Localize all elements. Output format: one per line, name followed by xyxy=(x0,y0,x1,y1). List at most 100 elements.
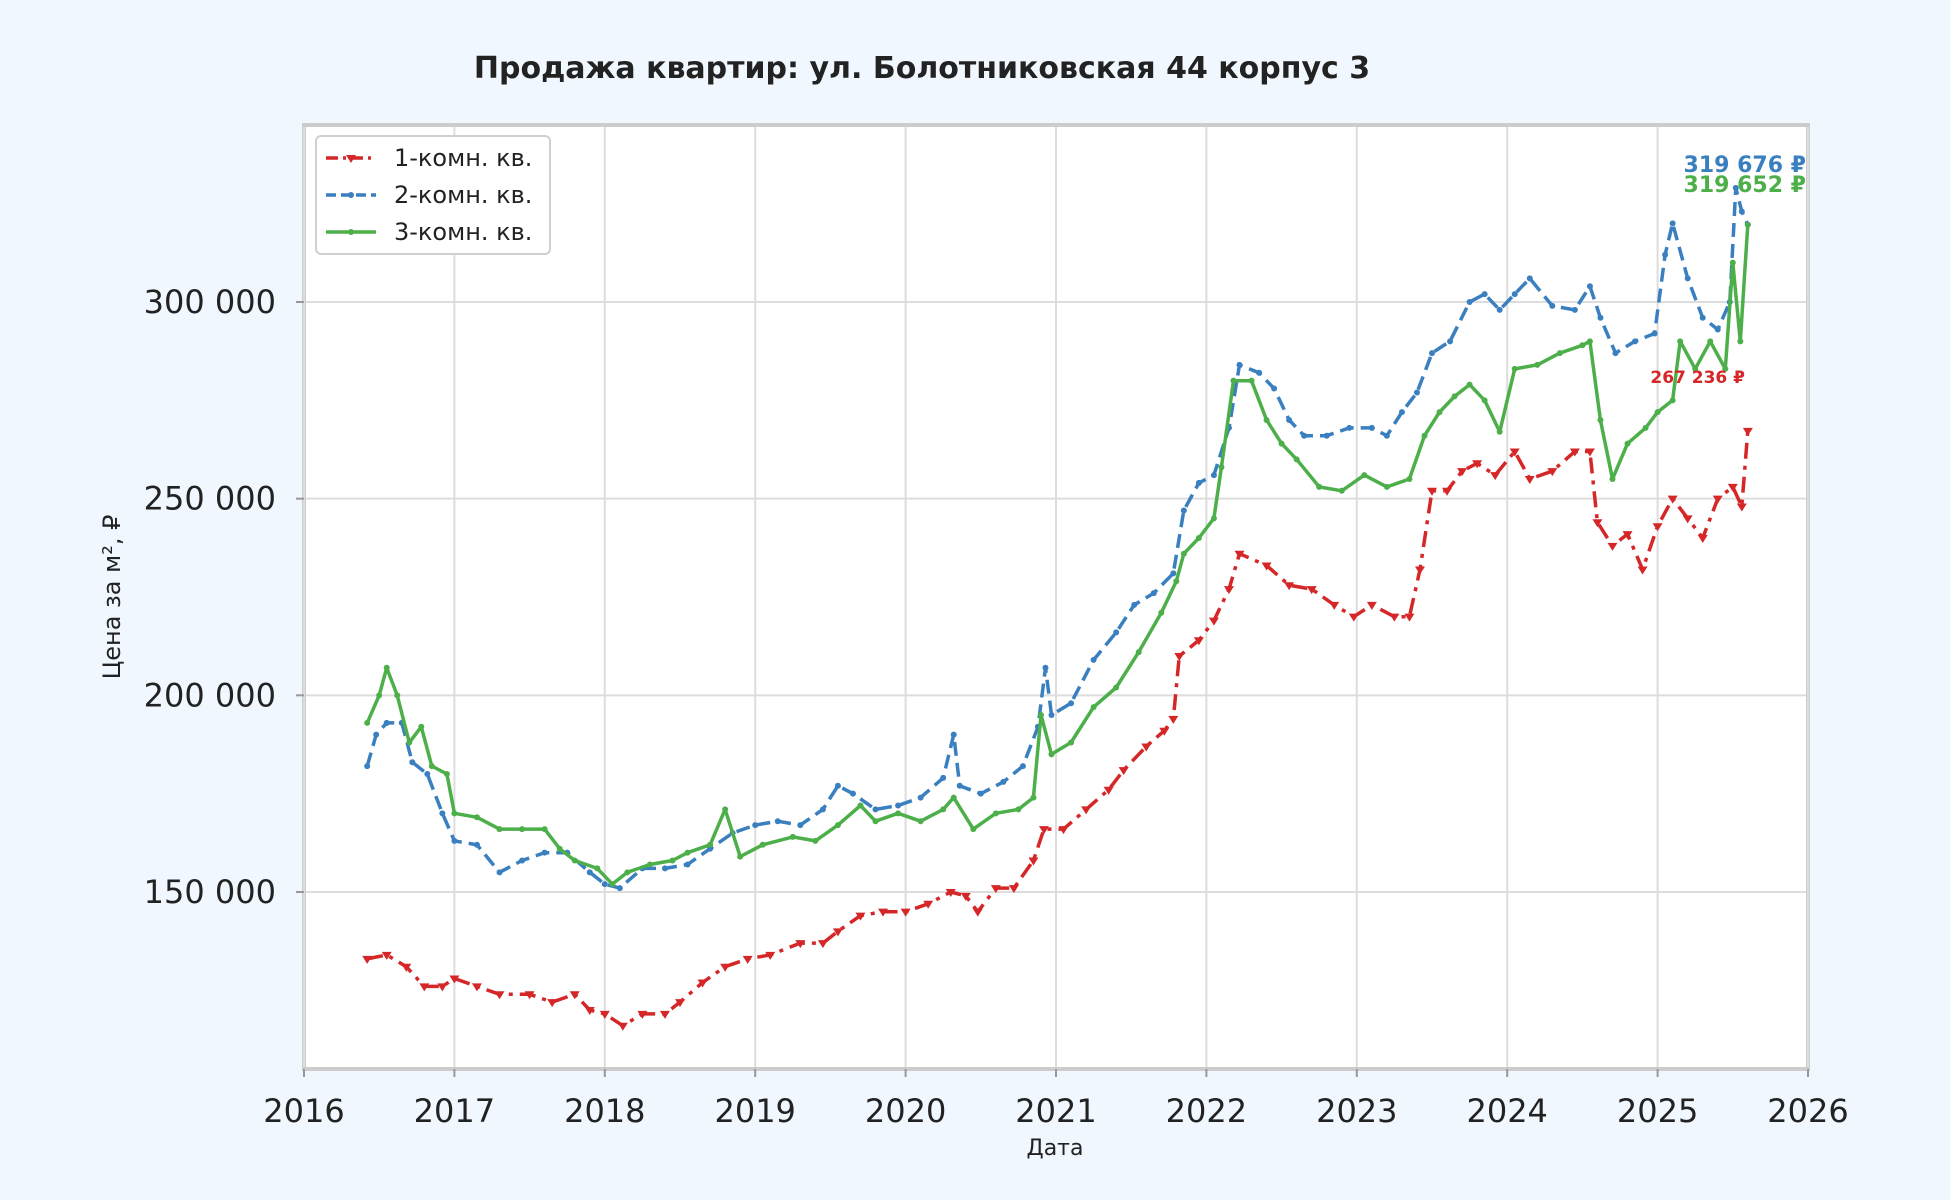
data-point xyxy=(1511,365,1518,372)
data-point xyxy=(1662,251,1669,258)
legend-marker xyxy=(346,155,356,163)
data-point xyxy=(923,900,934,909)
data-point xyxy=(950,794,957,801)
y-axis-label: Цена за м², ₽ xyxy=(98,515,126,680)
data-point xyxy=(1652,523,1663,532)
legend-marker xyxy=(348,229,354,235)
data-point xyxy=(1526,275,1533,282)
data-point xyxy=(1692,365,1699,372)
data-point xyxy=(547,999,558,1008)
data-point xyxy=(1744,221,1751,228)
data-point xyxy=(1404,613,1415,622)
data-point xyxy=(1208,617,1219,626)
data-point xyxy=(1019,763,1026,770)
data-point xyxy=(1632,338,1639,345)
legend: 1-комн. кв. 2-комн. кв. 3-комн. кв. xyxy=(315,135,551,255)
data-point xyxy=(1586,338,1593,345)
data-point xyxy=(878,908,889,917)
data-point xyxy=(659,1010,670,1019)
data-point xyxy=(1195,535,1202,541)
data-point xyxy=(1366,601,1377,610)
data-point xyxy=(1451,393,1458,400)
data-point xyxy=(819,806,826,813)
data-point xyxy=(1414,566,1425,575)
y-tick-label: 150 000 xyxy=(144,873,276,911)
legend-label: 2-комн. кв. xyxy=(394,181,532,209)
data-point xyxy=(519,826,526,833)
data-point xyxy=(1697,535,1708,543)
data-point xyxy=(519,857,526,864)
data-point xyxy=(1684,275,1691,282)
end-labels: 267 236 ₽ 319 676 ₽319 652 ₽ xyxy=(1650,153,1806,388)
data-point xyxy=(992,810,999,817)
data-point xyxy=(1389,613,1400,622)
data-point xyxy=(1667,495,1678,504)
data-point xyxy=(849,790,856,797)
data-point xyxy=(1624,440,1631,447)
data-point xyxy=(1597,417,1604,423)
data-point xyxy=(381,951,392,960)
series-group xyxy=(362,184,1753,1031)
data-point xyxy=(917,794,924,801)
data-point xyxy=(496,869,503,876)
data-point xyxy=(900,908,911,917)
data-point xyxy=(1008,885,1019,894)
data-point xyxy=(1284,582,1295,591)
data-point xyxy=(1361,472,1368,479)
data-point xyxy=(584,1007,595,1015)
data-point xyxy=(1210,515,1217,522)
data-point xyxy=(1642,424,1649,431)
data-point xyxy=(1383,483,1390,490)
y-tick-label: 200 000 xyxy=(144,676,276,714)
data-point xyxy=(1223,586,1234,595)
data-point xyxy=(669,857,676,864)
data-point xyxy=(872,818,879,825)
legend-item: 1-комн. кв. xyxy=(326,144,532,172)
data-point xyxy=(1286,417,1293,423)
data-point xyxy=(759,841,766,848)
data-point xyxy=(795,940,806,949)
data-point xyxy=(707,841,714,848)
data-point xyxy=(451,837,458,844)
data-point xyxy=(1090,656,1097,663)
data-point xyxy=(895,802,902,809)
data-point xyxy=(1609,476,1616,482)
series-2 xyxy=(364,184,1751,892)
series-line xyxy=(365,186,1750,890)
data-point xyxy=(424,771,431,777)
data-point xyxy=(1571,306,1578,313)
data-point xyxy=(599,1010,610,1019)
data-point xyxy=(451,810,458,817)
data-point xyxy=(1193,637,1204,646)
data-point xyxy=(1210,472,1217,479)
data-point xyxy=(1549,302,1556,309)
data-point xyxy=(646,861,653,868)
data-point xyxy=(1472,460,1483,469)
x-tick-label: 2024 xyxy=(1466,1092,1547,1130)
y-axis: 150 000 200 000 250 000 300 000 xyxy=(144,283,304,911)
data-point xyxy=(1141,743,1152,752)
data-point xyxy=(1524,476,1535,484)
x-tick-label: 2025 xyxy=(1617,1092,1698,1130)
data-point xyxy=(1534,361,1541,368)
data-point xyxy=(684,861,691,868)
end-value-label: 319 652 ₽ xyxy=(1684,173,1806,198)
data-point xyxy=(524,991,535,1000)
data-point xyxy=(1368,424,1375,431)
data-point xyxy=(832,928,843,937)
data-point xyxy=(1338,487,1345,494)
data-point xyxy=(1490,472,1501,481)
data-point xyxy=(789,833,796,840)
data-point xyxy=(1135,649,1142,656)
data-point xyxy=(940,806,947,813)
data-point xyxy=(972,908,983,917)
data-point xyxy=(1173,578,1180,585)
data-point xyxy=(1737,338,1744,345)
data-point xyxy=(1481,397,1488,404)
data-point xyxy=(1427,487,1437,496)
legend-item: 3-комн. кв. xyxy=(326,218,532,246)
data-point xyxy=(1348,613,1359,622)
data-point xyxy=(742,955,753,964)
data-point xyxy=(834,822,841,829)
